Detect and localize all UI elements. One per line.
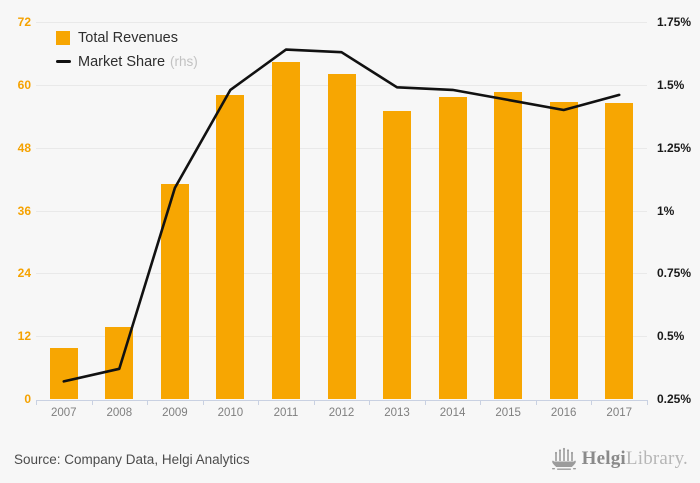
x-axis-label-2015: 2015 — [495, 407, 521, 419]
left-axis-tick-label: 0 — [24, 392, 31, 406]
bar-2011 — [271, 61, 300, 399]
right-axis-tick-label: 1.25% — [657, 140, 692, 155]
x-axis-label-2007: 2007 — [50, 407, 77, 419]
helgi-ship-icon — [551, 447, 576, 470]
bar-2010 — [216, 95, 245, 399]
x-axis-tick — [91, 400, 93, 405]
chart-footer: Source: Company Data, Helgi Analytics He… — [0, 435, 700, 483]
bar-2015 — [494, 91, 523, 399]
x-axis-tick — [535, 400, 537, 405]
market-share-line-marker-icon — [56, 60, 71, 63]
left-axis-tick-label: 12 — [17, 329, 31, 344]
x-axis-label-2008: 2008 — [106, 407, 133, 419]
bar-2012 — [327, 74, 356, 399]
left-axis-tick-label: 48 — [17, 140, 31, 155]
total-revenues-swatch-icon — [56, 30, 70, 45]
logo-text-helgi: Helgi — [581, 448, 626, 469]
legend-label-total-revenues: Total Revenues — [78, 29, 178, 46]
right-axis-tick-label: 0.75% — [657, 266, 692, 281]
chart-legend: Total Revenues Market Share (rhs) — [56, 28, 198, 76]
x-axis-label-2016: 2016 — [550, 407, 577, 419]
left-axis-tick-label: 24 — [17, 266, 31, 281]
x-axis-tick — [480, 400, 482, 405]
x-axis-label-2013: 2013 — [384, 407, 410, 419]
bar-2009 — [160, 183, 189, 399]
right-axis-tick-label: 1.5% — [657, 77, 685, 92]
helgi-library-logo: HelgiLibrary. — [551, 447, 688, 471]
left-axis-tick-label: 36 — [17, 203, 31, 218]
source-text: Source: Company Data, Helgi Analytics — [14, 451, 250, 467]
x-axis-tick — [313, 400, 315, 405]
right-axis-tick-label: 1.75% — [657, 15, 692, 29]
right-axis-tick-label: 0.25% — [657, 392, 692, 406]
x-axis-tick — [647, 400, 648, 405]
bar-2013 — [383, 111, 412, 399]
right-axis-tick-label: 0.5% — [657, 329, 685, 344]
left-axis-tick-label: 72 — [17, 15, 31, 29]
x-axis-tick — [36, 400, 37, 405]
x-axis-tick — [369, 400, 371, 405]
gridline — [36, 22, 647, 23]
x-axis-tick — [591, 400, 593, 405]
legend-label-market-share: Market Share — [78, 53, 166, 70]
x-axis-tick — [202, 400, 204, 405]
x-axis-tick — [424, 400, 426, 405]
x-axis-label-2010: 2010 — [217, 407, 244, 419]
x-axis-label-2017: 2017 — [606, 407, 633, 419]
x-axis-label-2014: 2014 — [439, 407, 466, 419]
left-axis-tick-label: 60 — [17, 77, 31, 92]
legend-label-rhs-suffix: (rhs) — [170, 54, 198, 69]
legend-item-total-revenues: Total Revenues — [56, 28, 198, 47]
bar-2017 — [605, 102, 634, 399]
x-axis-label-2012: 2012 — [328, 407, 355, 419]
x-axis-line — [36, 400, 648, 401]
logo-text: HelgiLibrary. — [582, 448, 688, 470]
logo-text-library: Library. — [625, 448, 688, 469]
x-axis-tick — [147, 400, 149, 405]
bar-2007 — [49, 348, 78, 399]
x-axis-tick — [258, 400, 260, 405]
total-revenues-market-share-chart: Total Revenues Market Share (rhs) 0 0.25%… — [17, 15, 692, 419]
bar-2014 — [438, 97, 467, 399]
bar-2008 — [105, 327, 134, 399]
right-axis-tick-label: 1% — [657, 203, 675, 218]
x-axis-label-2009: 2009 — [162, 407, 188, 419]
legend-item-market-share: Market Share (rhs) — [56, 52, 198, 71]
x-axis-label-2011: 2011 — [273, 407, 299, 419]
bar-2016 — [549, 102, 578, 399]
